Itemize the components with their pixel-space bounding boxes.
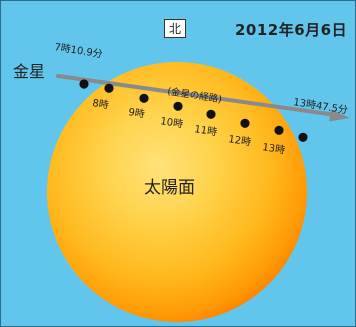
path-arrow-icon bbox=[329, 109, 350, 122]
date-label: 2012年6月6日 bbox=[235, 21, 347, 39]
venus-dot-start bbox=[79, 79, 89, 89]
venus-dot-12h bbox=[240, 118, 250, 128]
hour-label: 13時 bbox=[262, 141, 286, 156]
hour-labels: 8時 9時 10時 11時 12時 13時 bbox=[92, 97, 286, 156]
hour-label: 8時 bbox=[92, 97, 110, 111]
hour-label: 12時 bbox=[228, 133, 252, 148]
venus-dot-9h bbox=[139, 93, 149, 103]
venus-dot-13h bbox=[274, 125, 284, 135]
hour-label: 9時 bbox=[128, 106, 146, 120]
venus-dot-11h bbox=[206, 109, 216, 119]
hour-label: 10時 bbox=[160, 115, 184, 130]
venus-dot-10h bbox=[173, 101, 183, 111]
venus-positions bbox=[79, 79, 308, 142]
sun-label: 太陽面 bbox=[144, 178, 195, 198]
venus-label: 金星 bbox=[13, 62, 45, 81]
venus-path-line bbox=[56, 74, 350, 122]
venus-dot-8h bbox=[104, 83, 114, 93]
hour-label: 11時 bbox=[194, 123, 218, 138]
north-label: 北 bbox=[169, 22, 181, 36]
venus-dot-end bbox=[298, 132, 308, 142]
north-marker: 北 bbox=[164, 19, 186, 38]
sun-disk bbox=[47, 62, 307, 322]
